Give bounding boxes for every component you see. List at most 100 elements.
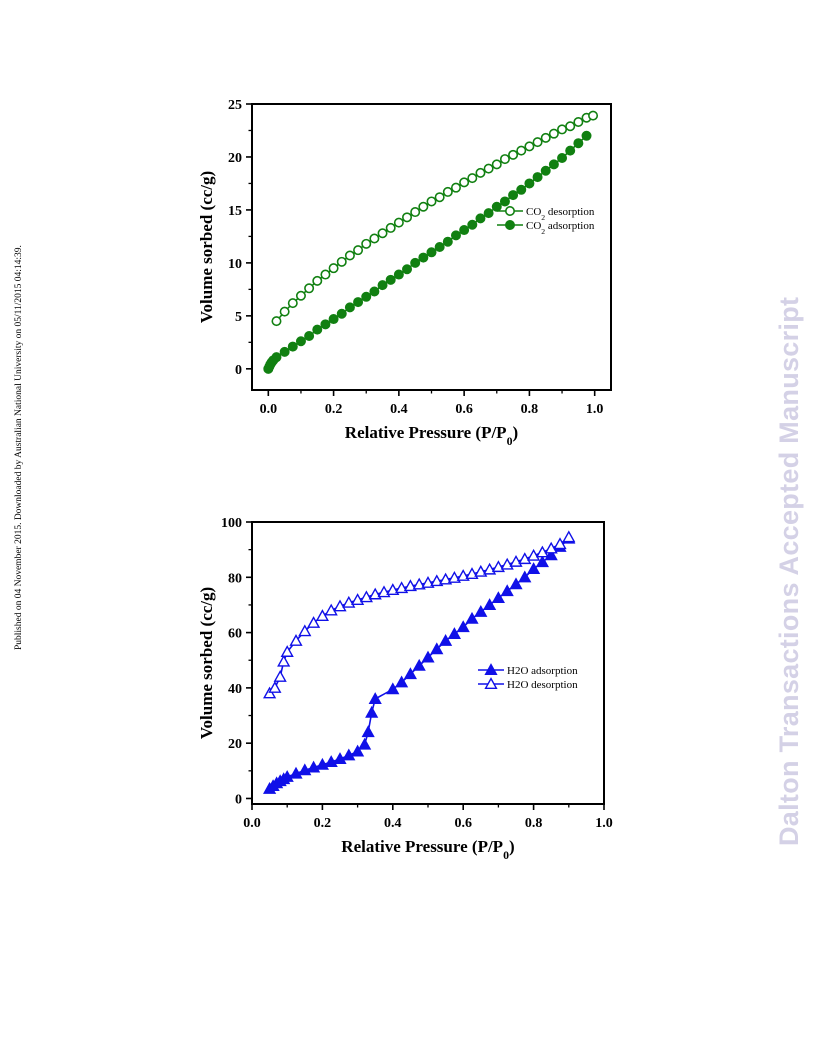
data-point bbox=[573, 117, 584, 128]
data-point bbox=[491, 159, 502, 170]
x-tick-label: 1.0 bbox=[595, 816, 613, 831]
x-tick-label: 1.0 bbox=[586, 402, 604, 417]
data-point bbox=[368, 692, 382, 704]
data-point bbox=[358, 737, 372, 750]
plot-frame bbox=[251, 103, 612, 391]
legend-marker bbox=[484, 677, 498, 690]
data-point bbox=[289, 634, 303, 646]
legend-label: CO2 adsorption bbox=[526, 220, 595, 236]
data-point bbox=[465, 567, 479, 579]
y-tick-label: 40 bbox=[228, 682, 242, 697]
x-tick-label: 0.2 bbox=[325, 402, 343, 417]
data-point bbox=[412, 577, 426, 590]
data-point bbox=[548, 159, 559, 170]
x-tick-label: 0.6 bbox=[455, 402, 473, 417]
chart-2: 0.0 0.2 0.4 0.6 0.8 1.0 0 20 40 60 80 100 Relative P… bbox=[197, 516, 613, 862]
data-point bbox=[418, 201, 429, 212]
data-point bbox=[516, 145, 527, 156]
data-point bbox=[450, 230, 461, 241]
x-axis-label: Relative Pressure (P/P0) bbox=[341, 837, 514, 862]
label-text: ) bbox=[513, 423, 519, 442]
data-point bbox=[336, 308, 347, 319]
data-point bbox=[268, 681, 282, 693]
data-point bbox=[418, 252, 429, 263]
data-point bbox=[532, 172, 543, 183]
legend-label: H2O adsorption bbox=[507, 665, 578, 677]
data-point bbox=[271, 316, 282, 327]
data-point bbox=[361, 725, 375, 738]
legend-label: H2O desorption bbox=[507, 679, 578, 691]
data-point bbox=[500, 584, 514, 597]
data-point bbox=[287, 341, 298, 352]
data-point bbox=[557, 153, 568, 164]
data-point bbox=[421, 650, 435, 663]
data-point bbox=[328, 263, 339, 274]
y-tick-label: 80 bbox=[228, 571, 242, 586]
data-point bbox=[430, 574, 444, 587]
data-point bbox=[524, 178, 535, 189]
label-text: CO bbox=[526, 206, 541, 218]
data-point bbox=[386, 583, 400, 596]
data-point bbox=[447, 571, 461, 583]
data-point bbox=[320, 319, 331, 330]
data-point bbox=[386, 682, 400, 695]
data-point bbox=[403, 667, 417, 680]
data-point bbox=[353, 245, 364, 256]
x-tick-label: 0.4 bbox=[390, 402, 408, 417]
data-point bbox=[298, 624, 312, 637]
label-text: Relative Pressure (P/P bbox=[341, 837, 503, 856]
data-point bbox=[377, 228, 388, 239]
y-tick-label: 25 bbox=[228, 98, 242, 113]
data-point bbox=[324, 603, 338, 616]
y-tick-label: 15 bbox=[228, 204, 242, 219]
data-point bbox=[483, 163, 494, 174]
data-point bbox=[465, 611, 479, 624]
subscript-text: 2 bbox=[541, 213, 545, 222]
x-tick-label: 0.8 bbox=[521, 402, 539, 417]
data-point bbox=[426, 196, 437, 207]
data-point bbox=[439, 634, 453, 646]
data-point bbox=[430, 642, 444, 655]
data-point bbox=[562, 530, 576, 543]
x-axis-label: Relative Pressure (P/P0) bbox=[345, 423, 518, 448]
data-point bbox=[377, 585, 391, 598]
data-point bbox=[403, 579, 417, 592]
data-point bbox=[342, 748, 356, 761]
data-point bbox=[516, 184, 527, 195]
data-point bbox=[548, 128, 559, 139]
data-point bbox=[474, 564, 488, 577]
data-point bbox=[369, 286, 380, 297]
data-point bbox=[509, 577, 523, 590]
data-point bbox=[527, 562, 541, 575]
series-co2-adsorption bbox=[263, 130, 592, 374]
data-point bbox=[459, 225, 470, 236]
data-point bbox=[450, 182, 461, 193]
data-point bbox=[439, 572, 453, 585]
data-point bbox=[365, 705, 379, 718]
legend-label: CO2 desorption bbox=[526, 206, 595, 222]
data-point bbox=[524, 141, 535, 152]
data-point bbox=[434, 192, 445, 203]
data-point bbox=[271, 352, 282, 363]
data-point bbox=[527, 548, 541, 561]
data-point bbox=[475, 213, 486, 224]
y-tick-label: 10 bbox=[228, 257, 242, 272]
x-tick-label: 0.8 bbox=[525, 816, 543, 831]
data-point bbox=[273, 669, 287, 682]
data-point bbox=[447, 627, 461, 639]
legend-marker bbox=[504, 220, 515, 231]
data-point bbox=[393, 217, 404, 228]
subscript-text: 2 bbox=[541, 227, 545, 236]
series-h2o-adsorption bbox=[263, 531, 576, 794]
legend-marker bbox=[484, 663, 498, 676]
data-point bbox=[333, 752, 347, 764]
data-point bbox=[499, 196, 510, 207]
data-point bbox=[475, 167, 486, 178]
data-point bbox=[336, 256, 347, 267]
data-point bbox=[377, 280, 388, 291]
data-point bbox=[557, 124, 568, 135]
label-text: Relative Pressure (P/P bbox=[345, 423, 507, 442]
y-tick-label: 60 bbox=[228, 627, 242, 642]
data-point bbox=[540, 132, 551, 143]
